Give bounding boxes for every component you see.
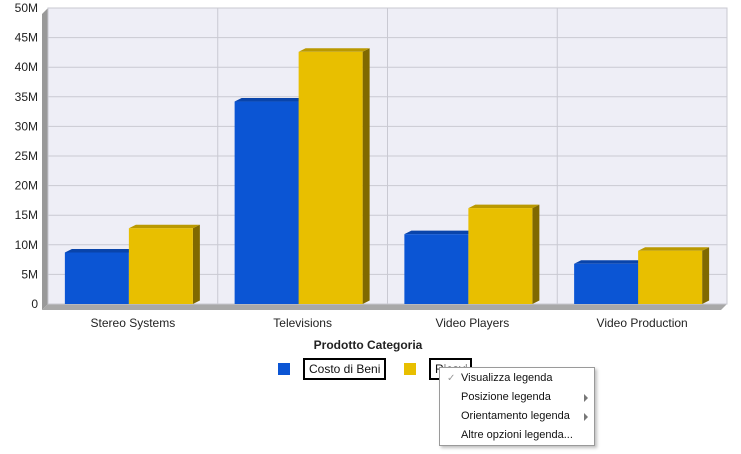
y-tick-label: 15M bbox=[15, 208, 38, 222]
y-tick-label: 0 bbox=[31, 297, 38, 311]
bar-front bbox=[64, 252, 129, 304]
legend-item-costo-di-beni[interactable]: Costo di Beni bbox=[278, 358, 387, 380]
bar-side bbox=[702, 247, 710, 304]
x-tick-label: Video Players bbox=[435, 316, 509, 330]
menu-item-label: Posizione legenda bbox=[461, 391, 551, 403]
menu-item-label: Altre opzioni legenda... bbox=[461, 429, 573, 441]
check-icon: ✓ bbox=[447, 373, 456, 384]
plot-left-wall bbox=[42, 8, 48, 310]
y-tick-label: 45M bbox=[15, 31, 38, 45]
bar-front bbox=[404, 234, 469, 304]
bar-side bbox=[362, 48, 370, 304]
bar-front bbox=[574, 263, 639, 304]
bar-costo-di-beni[interactable] bbox=[234, 98, 306, 304]
bar-ricavi[interactable] bbox=[128, 224, 200, 304]
plot-floor bbox=[42, 304, 727, 310]
bar-top bbox=[574, 260, 646, 264]
menu-item-label: Orientamento legenda bbox=[461, 410, 570, 422]
bar-ricavi[interactable] bbox=[638, 247, 710, 304]
y-tick-label: 35M bbox=[15, 90, 38, 104]
menu-item-posizione-legenda[interactable]: Posizione legenda bbox=[440, 388, 594, 407]
bar-top bbox=[64, 248, 136, 253]
submenu-arrow-icon bbox=[584, 394, 588, 402]
x-axis-label: Prodotto Categoria bbox=[314, 338, 423, 352]
legend-swatch bbox=[278, 363, 290, 375]
x-tick-label: Televisions bbox=[273, 316, 332, 330]
bar-top bbox=[404, 230, 476, 235]
x-tick-label: Video Production bbox=[597, 316, 688, 330]
bar-ricavi[interactable] bbox=[468, 204, 540, 304]
bar-side bbox=[192, 224, 200, 304]
y-tick-label: 25M bbox=[15, 149, 38, 163]
menu-item-altre-opzioni-legenda[interactable]: Altre opzioni legenda... bbox=[440, 426, 594, 445]
bar-front bbox=[234, 101, 299, 304]
bar-top bbox=[638, 247, 710, 251]
bar-side bbox=[532, 204, 540, 304]
bar-front bbox=[638, 250, 703, 304]
y-tick-label: 20M bbox=[15, 179, 38, 193]
bar-top bbox=[298, 48, 370, 52]
bar-costo-di-beni[interactable] bbox=[64, 248, 136, 304]
legend-context-menu: ✓ Visualizza legenda Posizione legenda O… bbox=[439, 367, 595, 446]
menu-item-label: Visualizza legenda bbox=[461, 372, 553, 384]
legend-swatch bbox=[404, 363, 416, 375]
y-tick-label: 5M bbox=[21, 267, 38, 281]
bar-ricavi[interactable] bbox=[298, 48, 370, 304]
bar-costo-di-beni[interactable] bbox=[574, 260, 646, 304]
y-tick-label: 10M bbox=[15, 238, 38, 252]
bar-front bbox=[128, 228, 193, 304]
legend-label[interactable]: Costo di Beni bbox=[303, 358, 387, 380]
x-tick-label: Stereo Systems bbox=[91, 316, 176, 330]
bar-top bbox=[234, 98, 306, 102]
y-tick-label: 50M bbox=[15, 1, 38, 15]
menu-item-visualizza-legenda[interactable]: ✓ Visualizza legenda bbox=[440, 369, 594, 388]
submenu-arrow-icon bbox=[584, 413, 588, 421]
bar-top bbox=[468, 204, 540, 209]
bar-costo-di-beni[interactable] bbox=[404, 230, 476, 304]
menu-item-orientamento-legenda[interactable]: Orientamento legenda bbox=[440, 407, 594, 426]
legend: Costo di Beni Ricavi bbox=[0, 358, 741, 380]
y-tick-label: 30M bbox=[15, 119, 38, 133]
bar-front bbox=[468, 208, 533, 304]
y-tick-label: 40M bbox=[15, 60, 38, 74]
bar-front bbox=[298, 51, 363, 304]
bar-top bbox=[128, 224, 200, 229]
